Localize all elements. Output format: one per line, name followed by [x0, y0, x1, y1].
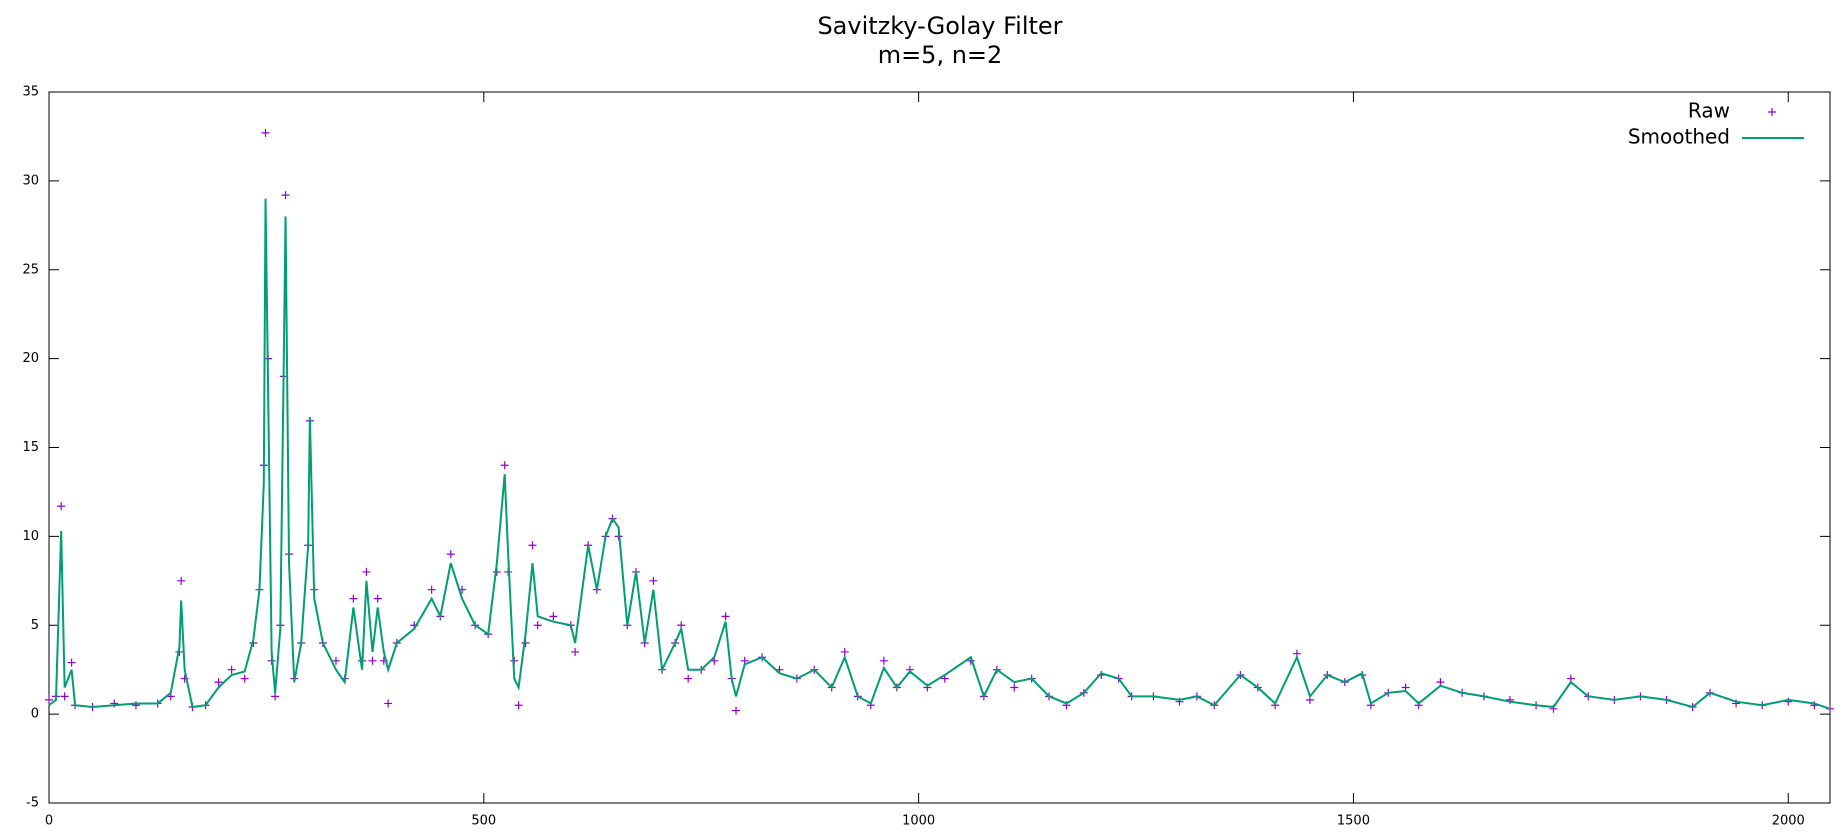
y-tick-label: 25 [22, 262, 39, 277]
raw-point [281, 191, 290, 200]
raw-point [732, 706, 741, 715]
raw-point [500, 461, 509, 470]
raw-point [60, 692, 69, 701]
y-tick-label: -5 [26, 796, 39, 811]
raw-point [331, 656, 340, 665]
plot-border [48, 91, 1831, 804]
raw-point [649, 576, 658, 585]
raw-point [362, 567, 371, 576]
smoothed-line [48, 198, 1831, 710]
raw-point [879, 656, 888, 665]
y-tick-label: 20 [22, 351, 39, 366]
raw-point [57, 502, 66, 511]
raw-point [684, 674, 693, 683]
raw-point [349, 594, 358, 603]
raw-point [549, 612, 558, 621]
raw-point [67, 658, 76, 667]
raw-point [240, 674, 249, 683]
raw-point [840, 647, 849, 656]
raw-point [514, 701, 523, 710]
y-tick-label: 5 [31, 618, 39, 633]
raw-point [261, 128, 270, 137]
y-tick-label: 30 [22, 173, 39, 188]
raw-point [214, 678, 223, 687]
raw-point [721, 612, 730, 621]
raw-point [373, 594, 382, 603]
raw-point [271, 692, 280, 701]
y-tick-label: 10 [22, 529, 39, 544]
y-tick-label: 0 [31, 707, 39, 722]
raw-point [533, 621, 542, 630]
raw-point [177, 576, 186, 585]
raw-point [45, 695, 53, 704]
legend-marker [1768, 108, 1776, 116]
legend-label: Raw [1688, 99, 1730, 123]
raw-point [227, 665, 236, 674]
x-tick-label: 2000 [1772, 814, 1805, 829]
raw-point [528, 541, 537, 550]
legend-label: Smoothed [1628, 125, 1730, 149]
x-tick-label: 500 [471, 814, 496, 829]
chart-title: Savitzky-Golay Filter [817, 12, 1062, 40]
raw-point [446, 550, 455, 559]
chart-subtitle: m=5, n=2 [878, 41, 1003, 69]
x-tick-label: 0 [45, 814, 53, 829]
y-tick-label: 15 [22, 440, 39, 455]
raw-point [368, 656, 377, 665]
raw-point [384, 699, 393, 708]
x-tick-label: 1500 [1337, 814, 1370, 829]
raw-point [427, 585, 436, 594]
raw-point [1010, 683, 1019, 692]
y-tick-label: 35 [22, 85, 39, 100]
raw-point [571, 647, 580, 656]
x-tick-label: 1000 [902, 814, 935, 829]
